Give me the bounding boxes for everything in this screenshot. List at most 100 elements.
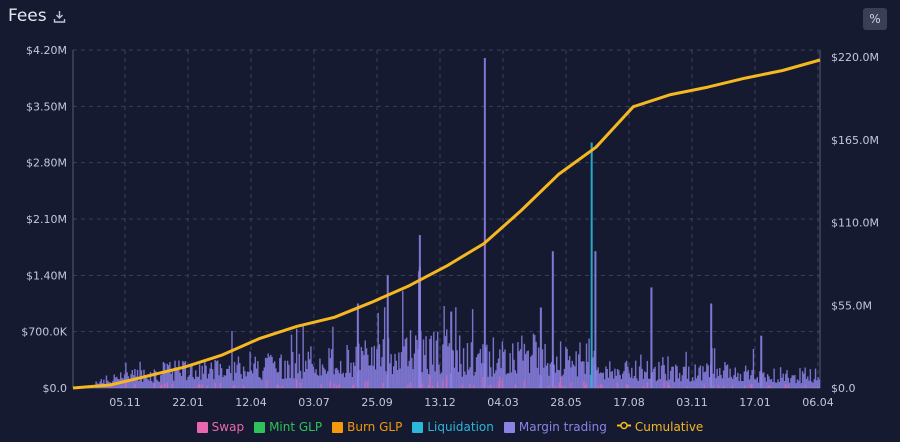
legend-label: Liquidation — [427, 420, 494, 434]
bar-margin-trading — [367, 354, 369, 388]
bar-margin-trading — [442, 344, 444, 388]
bar-swap — [501, 380, 504, 388]
bar-margin-trading — [390, 354, 392, 388]
bar-margin-trading — [597, 367, 599, 388]
bar-swap — [171, 383, 174, 388]
bar-margin-trading — [738, 380, 740, 388]
bar-margin-trading — [778, 381, 780, 388]
bar-margin-trading — [499, 349, 501, 388]
bar-margin-trading — [290, 334, 293, 388]
bar-spike — [386, 275, 389, 388]
bar-margin-trading — [244, 371, 246, 388]
bar-margin-trading — [655, 381, 658, 388]
bar-margin-trading — [589, 374, 592, 388]
bar-spike — [760, 335, 763, 388]
bar-spike — [551, 251, 554, 388]
legend-label: Margin trading — [518, 420, 607, 434]
bar-margin-trading — [649, 378, 651, 388]
bar-margin-trading — [188, 375, 190, 388]
bar-swap — [487, 385, 489, 388]
legend-item-margin-trading[interactable]: Margin trading — [503, 420, 607, 434]
bar-margin-trading — [403, 346, 405, 388]
bar-margin-trading — [706, 363, 708, 388]
legend-item-mint-glp[interactable]: Mint GLP — [254, 420, 322, 434]
bar-margin-trading — [288, 364, 290, 388]
bar-margin-trading — [601, 373, 603, 388]
bar-margin-trading — [719, 368, 721, 388]
bar-margin-trading — [327, 371, 329, 388]
bar-margin-trading — [371, 347, 373, 388]
bar-margin-trading — [261, 379, 263, 388]
bar-margin-trading — [788, 382, 791, 388]
legend-item-cumulative[interactable]: Cumulative — [616, 420, 703, 434]
bar-margin-trading — [222, 377, 224, 388]
bar-margin-trading — [585, 343, 588, 388]
bar-margin-trading — [351, 376, 354, 388]
bar-margin-trading — [294, 363, 297, 388]
bar-margin-trading — [306, 369, 308, 388]
legend-item-burn-glp[interactable]: Burn GLP — [332, 420, 402, 434]
bar-margin-trading — [166, 363, 168, 388]
bar-margin-trading — [303, 371, 306, 388]
bar-margin-trading — [769, 379, 771, 388]
bar-margin-trading — [337, 370, 339, 388]
bar-margin-trading — [633, 376, 636, 388]
bar-swap — [558, 382, 561, 388]
bar-margin-trading — [730, 376, 733, 388]
bar-margin-trading — [733, 375, 735, 388]
bar-margin-trading — [359, 370, 361, 388]
bar-margin-trading — [491, 376, 493, 388]
bar-margin-trading — [647, 378, 650, 388]
percent-toggle-button[interactable]: % — [863, 8, 887, 30]
bar-margin-trading — [623, 370, 625, 388]
bar-margin-trading — [809, 369, 812, 388]
bar-margin-trading — [667, 356, 669, 388]
legend-item-swap[interactable]: Swap — [196, 420, 244, 434]
legend-item-liquidation[interactable]: Liquidation — [412, 420, 494, 434]
bar-margin-trading — [673, 381, 676, 388]
bar-margin-trading — [774, 382, 777, 388]
bar-margin-trading — [333, 374, 335, 388]
bar-margin-trading — [574, 366, 576, 388]
bar-margin-trading — [725, 365, 727, 388]
bar-margin-trading — [610, 371, 612, 388]
bar-margin-trading — [254, 356, 256, 388]
bar-margin-trading — [368, 365, 370, 388]
bar-margin-trading — [720, 374, 722, 388]
legend-label: Burn GLP — [347, 420, 403, 434]
bar-margin-trading — [270, 354, 272, 388]
bar-margin-trading — [250, 370, 253, 388]
bar-swap — [338, 384, 341, 388]
bar-swap — [161, 384, 163, 388]
bar-swap — [473, 384, 475, 388]
bar-margin-trading — [143, 369, 145, 388]
bar-margin-trading — [492, 337, 495, 388]
bar-margin-trading — [408, 360, 410, 388]
bar-margin-trading — [558, 370, 561, 388]
bar-margin-trading — [399, 368, 401, 388]
bar-margin-trading — [660, 365, 663, 388]
bar-margin-trading — [768, 376, 770, 388]
bar-swap — [804, 384, 806, 388]
chart-title: Fees — [8, 6, 66, 26]
bar-spike — [539, 307, 542, 388]
bar-swap — [214, 382, 216, 388]
bar-swap — [601, 385, 603, 388]
bar-margin-trading — [751, 369, 753, 388]
bar-margin-trading — [132, 375, 135, 388]
bar-margin-trading — [677, 378, 680, 388]
bar-margin-trading — [161, 374, 163, 388]
bar-margin-trading — [776, 382, 778, 388]
bar-swap — [625, 384, 628, 388]
bar-margin-trading — [474, 371, 476, 388]
bar-margin-trading — [346, 345, 348, 388]
bar-margin-trading — [754, 379, 756, 388]
bar-margin-trading — [210, 362, 212, 388]
x-tick: 05.11 — [109, 396, 141, 409]
bar-margin-trading — [488, 351, 491, 388]
bar-margin-trading — [578, 354, 580, 388]
bar-margin-trading — [534, 335, 536, 388]
bar-margin-trading — [561, 376, 563, 388]
download-icon[interactable] — [53, 10, 66, 23]
bar-margin-trading — [545, 365, 548, 388]
